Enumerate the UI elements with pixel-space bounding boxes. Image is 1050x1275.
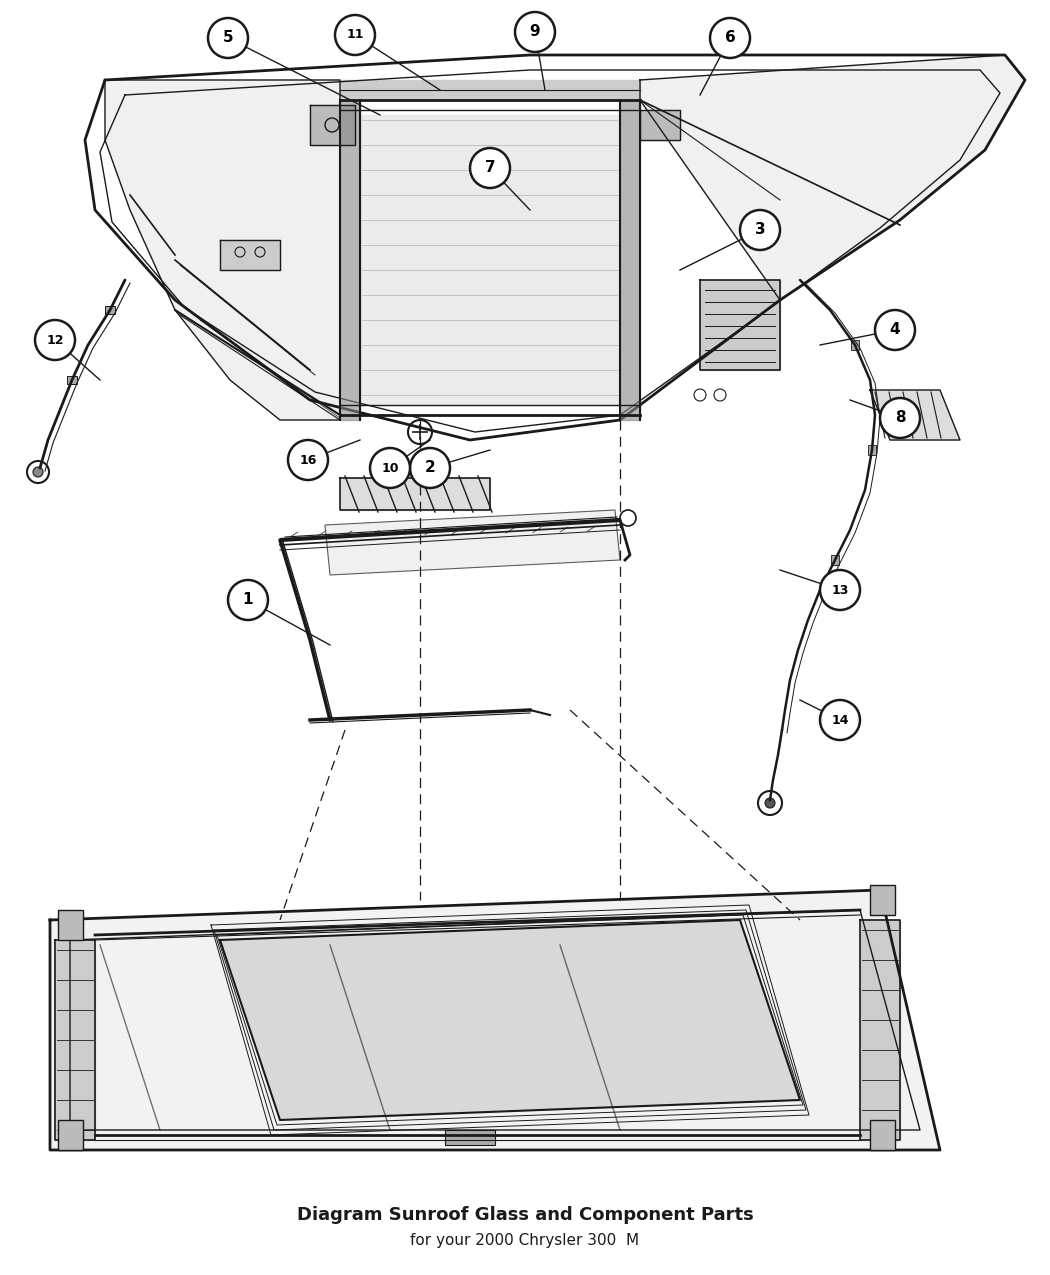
Circle shape [35, 320, 75, 360]
Bar [67, 376, 77, 384]
Circle shape [740, 210, 780, 250]
Polygon shape [326, 510, 620, 575]
Circle shape [335, 15, 375, 55]
Text: 4: 4 [889, 323, 900, 338]
Text: Diagram Sunroof Glass and Component Parts: Diagram Sunroof Glass and Component Part… [296, 1206, 754, 1224]
Circle shape [228, 580, 268, 620]
Text: 8: 8 [895, 411, 905, 426]
Bar [868, 445, 876, 455]
Polygon shape [700, 280, 780, 370]
Text: 3: 3 [755, 223, 765, 237]
Text: 6: 6 [724, 31, 735, 46]
Bar [850, 340, 859, 351]
Polygon shape [640, 55, 1025, 300]
Polygon shape [640, 110, 680, 140]
Circle shape [820, 570, 860, 609]
Polygon shape [55, 940, 94, 1140]
Text: 14: 14 [832, 714, 848, 727]
Circle shape [880, 398, 920, 439]
Circle shape [410, 448, 450, 488]
Bar [58, 910, 83, 940]
Bar [870, 885, 895, 915]
Circle shape [470, 148, 510, 187]
Circle shape [710, 18, 750, 57]
Bar [870, 1119, 895, 1150]
Text: 7: 7 [485, 161, 496, 176]
Polygon shape [105, 80, 340, 419]
Polygon shape [860, 921, 900, 1140]
Text: for your 2000 Chrysler 300  M: for your 2000 Chrysler 300 M [411, 1233, 639, 1247]
Circle shape [208, 18, 248, 57]
Circle shape [765, 798, 775, 808]
Text: 5: 5 [223, 31, 233, 46]
Bar [105, 306, 116, 314]
Bar [58, 1119, 83, 1150]
Polygon shape [220, 921, 800, 1119]
Text: 16: 16 [299, 454, 317, 467]
Circle shape [514, 11, 555, 52]
Bar [831, 555, 839, 565]
Text: 12: 12 [46, 334, 64, 347]
Circle shape [820, 700, 860, 739]
Text: 11: 11 [346, 28, 363, 42]
Text: 9: 9 [529, 24, 541, 40]
Circle shape [33, 467, 43, 477]
Circle shape [370, 448, 410, 488]
Polygon shape [50, 890, 940, 1150]
Circle shape [875, 310, 915, 351]
Bar [445, 1130, 495, 1145]
Text: 13: 13 [832, 584, 848, 597]
Circle shape [288, 440, 328, 479]
Text: 2: 2 [424, 460, 436, 476]
Text: 10: 10 [381, 462, 399, 474]
Text: 1: 1 [243, 593, 253, 607]
Polygon shape [870, 390, 960, 440]
